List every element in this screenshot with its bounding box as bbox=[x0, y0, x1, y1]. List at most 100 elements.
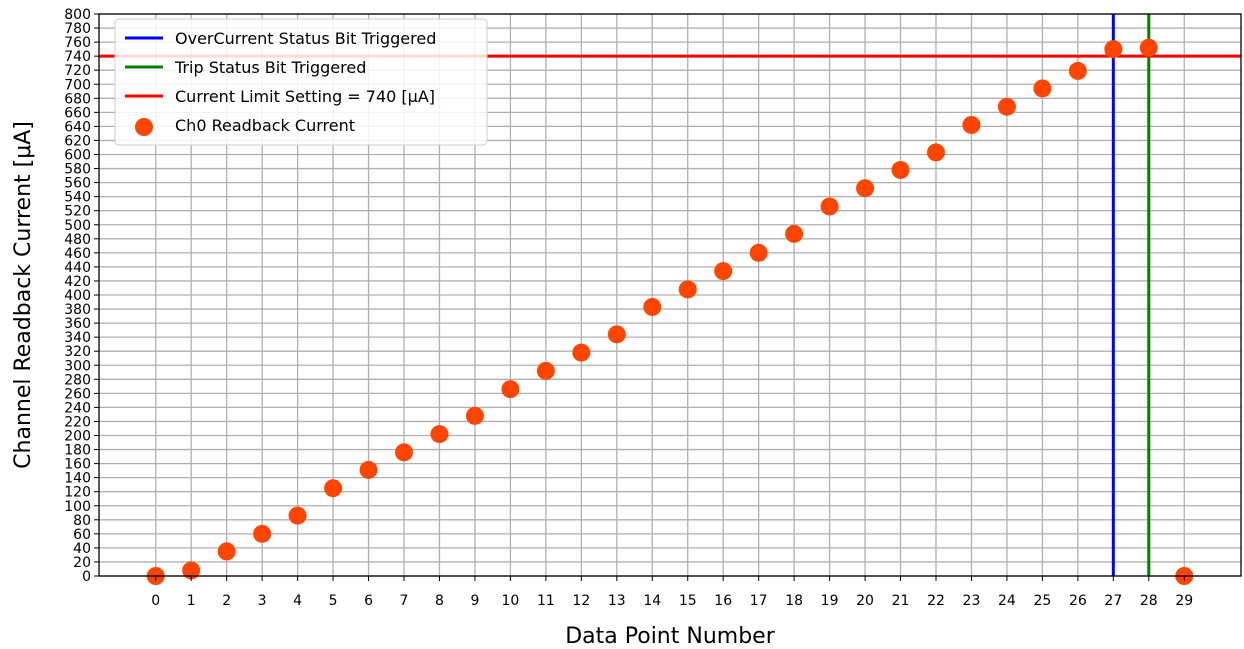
x-tick-label: 0 bbox=[151, 593, 160, 609]
y-tick-label: 560 bbox=[64, 176, 91, 192]
legend-marker-swatch bbox=[135, 118, 153, 136]
x-tick-label: 2 bbox=[222, 593, 231, 609]
y-tick-label: 40 bbox=[73, 541, 91, 557]
y-axis-ticks: 0204060801001201401601802002202402602803… bbox=[64, 7, 99, 585]
y-tick-label: 220 bbox=[64, 414, 91, 430]
y-tick-label: 200 bbox=[64, 429, 91, 445]
x-tick-label: 8 bbox=[435, 593, 444, 609]
x-tick-label: 18 bbox=[785, 593, 803, 609]
x-tick-label: 3 bbox=[258, 593, 267, 609]
y-tick-label: 800 bbox=[64, 7, 91, 23]
x-tick-label: 17 bbox=[750, 593, 768, 609]
data-point bbox=[253, 524, 272, 543]
data-point bbox=[217, 542, 236, 561]
y-tick-label: 380 bbox=[64, 302, 91, 318]
data-point bbox=[1068, 61, 1087, 80]
y-tick-label: 500 bbox=[64, 218, 91, 234]
data-point bbox=[1139, 38, 1158, 57]
y-tick-label: 160 bbox=[64, 457, 91, 473]
x-tick-label: 6 bbox=[364, 593, 373, 609]
x-tick-label: 22 bbox=[927, 593, 945, 609]
y-tick-label: 600 bbox=[64, 148, 91, 164]
y-tick-label: 540 bbox=[64, 190, 91, 206]
x-tick-label: 15 bbox=[679, 593, 697, 609]
y-tick-label: 680 bbox=[64, 91, 91, 107]
data-point bbox=[785, 224, 804, 243]
y-tick-label: 180 bbox=[64, 443, 91, 459]
data-point bbox=[856, 179, 875, 198]
y-tick-label: 640 bbox=[64, 119, 91, 135]
y-tick-label: 520 bbox=[64, 204, 91, 220]
x-tick-label: 24 bbox=[998, 593, 1016, 609]
x-tick-label: 19 bbox=[821, 593, 839, 609]
data-point bbox=[997, 97, 1016, 116]
x-tick-label: 16 bbox=[714, 593, 732, 609]
y-tick-label: 320 bbox=[64, 344, 91, 360]
data-point bbox=[714, 262, 733, 281]
y-tick-label: 260 bbox=[64, 386, 91, 402]
y-tick-label: 120 bbox=[64, 485, 91, 501]
data-point bbox=[572, 343, 591, 362]
y-tick-label: 20 bbox=[73, 555, 91, 571]
data-point bbox=[430, 425, 449, 444]
x-tick-label: 5 bbox=[329, 593, 338, 609]
data-point bbox=[536, 361, 555, 380]
legend-entry-label: Current Limit Setting = 740 [μA] bbox=[175, 87, 435, 106]
y-tick-label: 460 bbox=[64, 246, 91, 262]
x-tick-label: 1 bbox=[187, 593, 196, 609]
data-point bbox=[288, 506, 307, 525]
data-point bbox=[1104, 40, 1123, 59]
data-point bbox=[607, 325, 626, 344]
x-tick-label: 14 bbox=[643, 593, 661, 609]
data-point bbox=[820, 197, 839, 216]
y-tick-label: 760 bbox=[64, 35, 91, 51]
x-tick-label: 21 bbox=[892, 593, 910, 609]
x-tick-label: 27 bbox=[1104, 593, 1122, 609]
y-tick-label: 280 bbox=[64, 372, 91, 388]
y-tick-label: 240 bbox=[64, 400, 91, 416]
y-tick-label: 720 bbox=[64, 63, 91, 79]
data-point bbox=[926, 143, 945, 162]
legend: OverCurrent Status Bit Triggered Trip Sta… bbox=[114, 18, 488, 146]
y-tick-label: 100 bbox=[64, 499, 91, 515]
y-tick-label: 0 bbox=[82, 569, 91, 585]
x-tick-label: 7 bbox=[400, 593, 409, 609]
x-tick-label: 23 bbox=[963, 593, 981, 609]
legend-entry-label: Trip Status Bit Triggered bbox=[174, 58, 366, 77]
y-tick-label: 580 bbox=[64, 162, 91, 178]
x-tick-label: 25 bbox=[1033, 593, 1051, 609]
y-tick-label: 700 bbox=[64, 77, 91, 93]
data-point bbox=[749, 243, 768, 262]
y-tick-label: 300 bbox=[64, 358, 91, 374]
y-tick-label: 740 bbox=[64, 49, 91, 65]
y-axis-label: Channel Readback Current [μA] bbox=[11, 121, 36, 469]
y-tick-label: 400 bbox=[64, 288, 91, 304]
data-point bbox=[643, 297, 662, 316]
x-tick-label: 11 bbox=[537, 593, 555, 609]
y-tick-label: 620 bbox=[64, 133, 91, 149]
y-tick-label: 440 bbox=[64, 260, 91, 276]
x-axis-ticks: 0 1 2 3 4 5 6 7 8 9 10 11 12 13 14 15 16 17 18 19 20 21 22 23 24… bbox=[151, 576, 1193, 609]
y-tick-label: 60 bbox=[73, 527, 91, 543]
data-point bbox=[678, 280, 697, 299]
data-point bbox=[395, 443, 414, 462]
y-tick-label: 80 bbox=[73, 513, 91, 529]
y-tick-label: 360 bbox=[64, 316, 91, 332]
x-tick-label: 13 bbox=[608, 593, 626, 609]
x-tick-label: 29 bbox=[1175, 593, 1193, 609]
data-point bbox=[891, 160, 910, 179]
x-tick-label: 10 bbox=[501, 593, 519, 609]
data-point bbox=[501, 380, 520, 399]
y-tick-label: 340 bbox=[64, 330, 91, 346]
data-point bbox=[359, 460, 378, 479]
y-tick-label: 140 bbox=[64, 471, 91, 487]
data-point bbox=[465, 406, 484, 425]
x-axis-label: Data Point Number bbox=[565, 624, 775, 649]
x-tick-label: 9 bbox=[470, 593, 479, 609]
x-tick-label: 28 bbox=[1140, 593, 1158, 609]
y-tick-label: 780 bbox=[64, 21, 91, 37]
legend-entry-label: OverCurrent Status Bit Triggered bbox=[175, 29, 436, 48]
y-tick-label: 660 bbox=[64, 105, 91, 121]
y-tick-label: 420 bbox=[64, 274, 91, 290]
x-tick-label: 4 bbox=[293, 593, 302, 609]
